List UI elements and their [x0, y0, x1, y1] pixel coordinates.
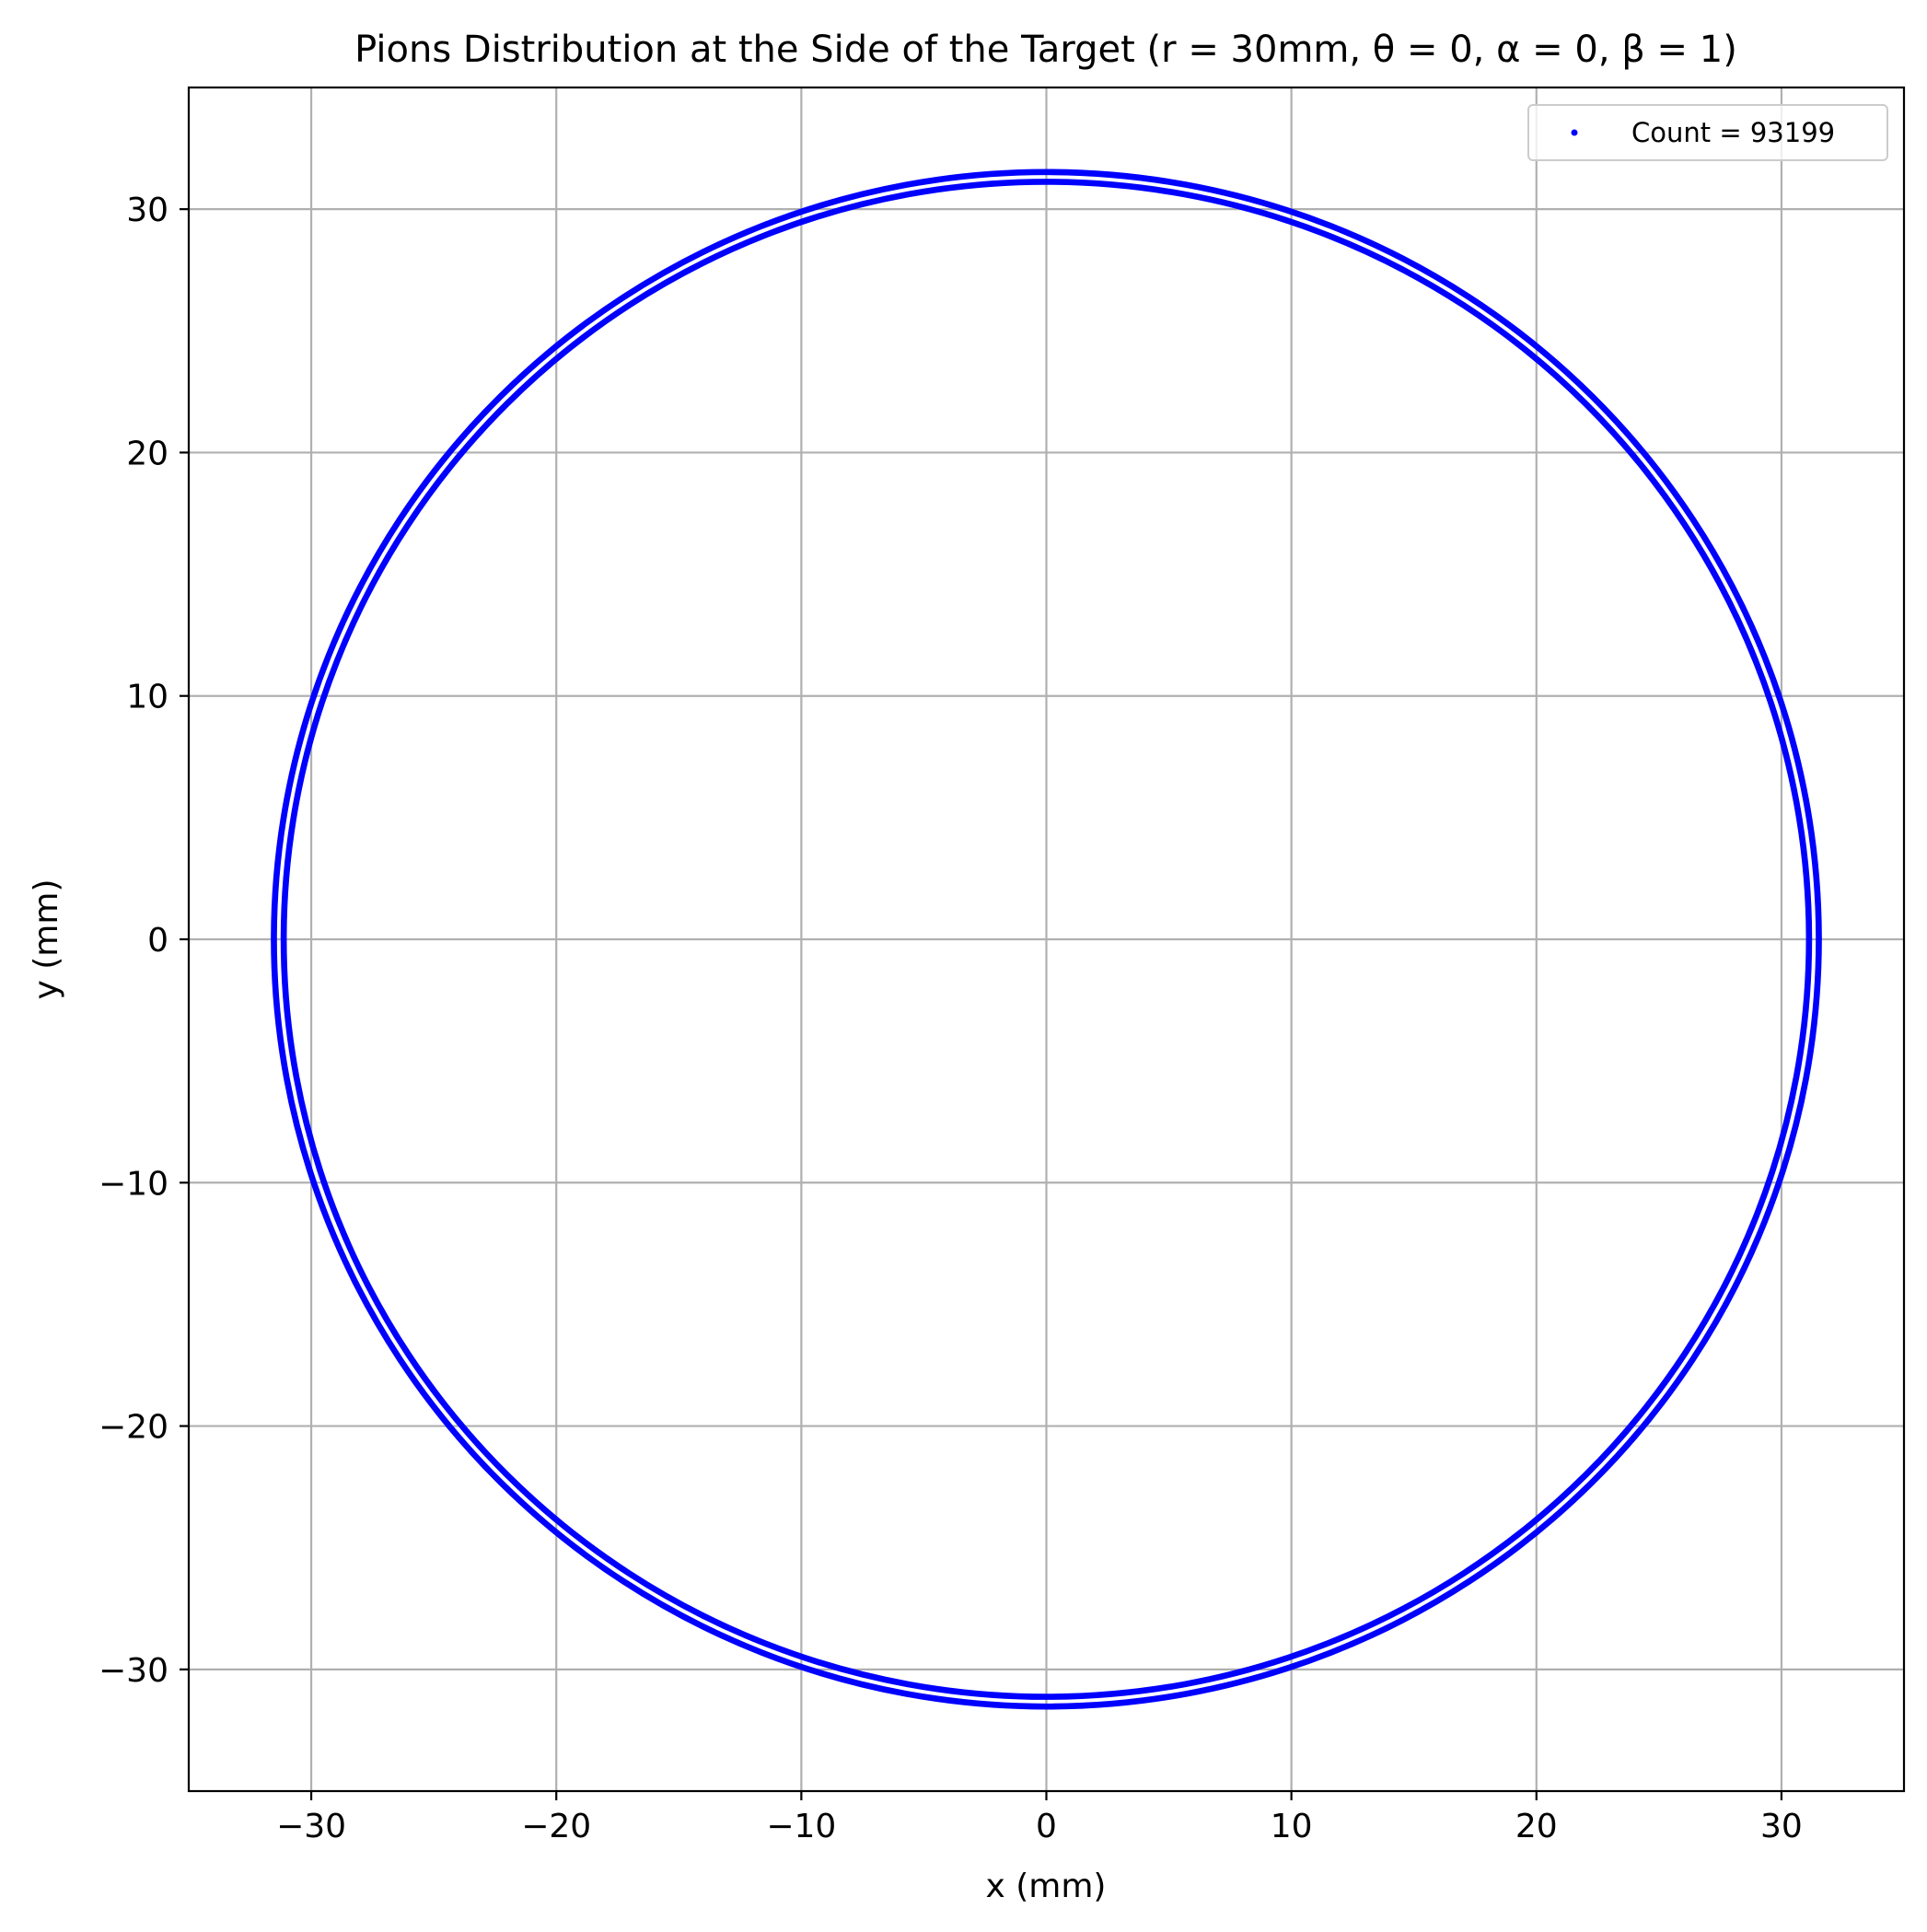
x-tick-label: 0 — [1036, 1808, 1057, 1845]
y-tick-label: 20 — [126, 435, 168, 472]
y-tick-label: 10 — [126, 679, 168, 716]
scatter-ring — [271, 169, 1822, 1710]
data-layer — [271, 169, 1822, 1710]
y-tick-label: 0 — [147, 922, 168, 960]
scatter-ring — [280, 179, 1813, 1700]
legend-frame — [1527, 104, 1888, 161]
legend: Count = 93199 — [1527, 104, 1888, 161]
y-axis-label: y (mm) — [28, 879, 65, 1000]
y-tick-label: −30 — [99, 1652, 168, 1690]
chart-title: Pions Distribution at the Side of the Ta… — [354, 29, 1737, 71]
y-tick-label: 30 — [126, 192, 168, 229]
x-tick-label: 10 — [1271, 1808, 1313, 1845]
y-axis-ticks: −30 −20 −10 0 10 20 30 — [99, 192, 189, 1690]
legend-marker — [1571, 129, 1578, 136]
y-tick-label: −20 — [99, 1409, 168, 1447]
legend-label: Count = 93199 — [1631, 117, 1835, 148]
x-axis-label: x (mm) — [986, 1868, 1107, 1905]
x-tick-label: −20 — [521, 1808, 591, 1845]
x-tick-label: 30 — [1760, 1808, 1803, 1845]
x-axis-ticks: −30 −20 −10 0 10 20 30 — [276, 1791, 1803, 1845]
grid — [189, 87, 1904, 1791]
y-tick-label: −10 — [99, 1165, 168, 1203]
x-tick-label: 20 — [1515, 1808, 1558, 1845]
x-tick-label: −30 — [276, 1808, 346, 1845]
x-tick-label: −10 — [766, 1808, 836, 1845]
